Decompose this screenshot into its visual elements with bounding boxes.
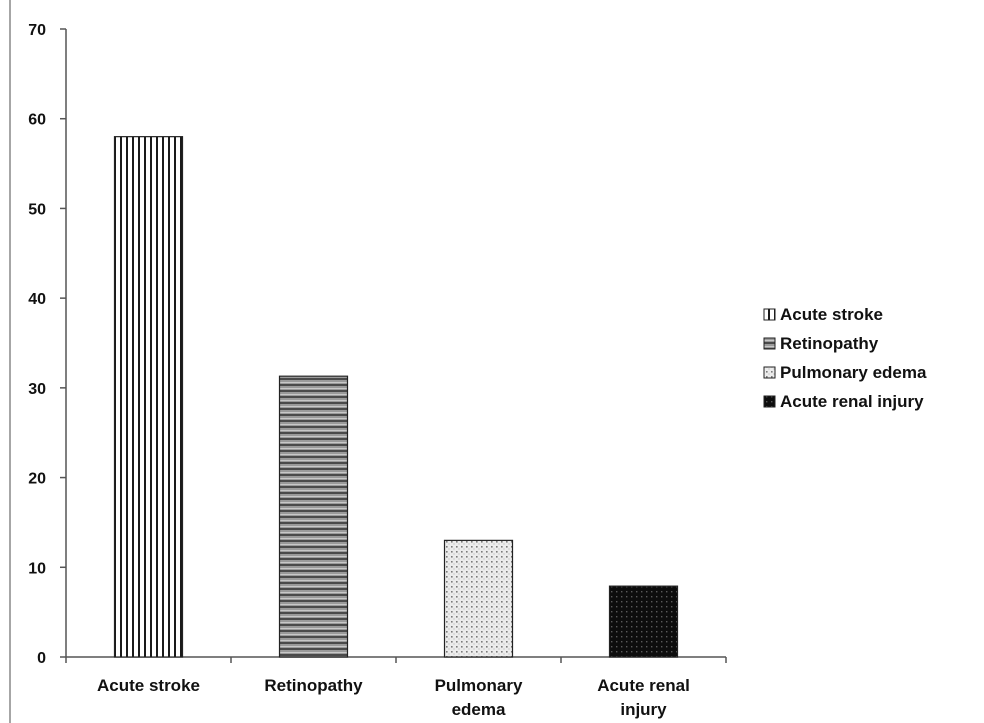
bar-acute-stroke bbox=[113, 136, 184, 658]
legend-swatch bbox=[763, 366, 776, 379]
y-axis: 0 10 20 30 40 50 60 70 bbox=[28, 22, 67, 667]
x-category-label-line: Acute renal bbox=[597, 676, 690, 695]
legend-swatch bbox=[763, 337, 776, 350]
bar-pulmonary-edema bbox=[443, 539, 514, 658]
bar-retinopathy bbox=[278, 375, 349, 658]
legend-swatch bbox=[763, 395, 776, 408]
y-tick-label: 40 bbox=[28, 291, 46, 308]
x-category-label-line: injury bbox=[620, 700, 667, 719]
x-category-label-line: Retinopathy bbox=[264, 676, 363, 695]
x-category-label-line: Acute stroke bbox=[97, 676, 200, 695]
bar-acute-renal-injury bbox=[608, 585, 679, 658]
x-category-label: Pulmonary edema bbox=[435, 676, 523, 719]
legend-label: Pulmonary edema bbox=[780, 363, 927, 382]
y-tick-label: 10 bbox=[28, 560, 46, 577]
x-category-label: Retinopathy bbox=[264, 676, 363, 695]
y-tick-label: 30 bbox=[28, 381, 46, 398]
y-tick-label: 0 bbox=[37, 650, 46, 667]
legend-label: Acute renal injury bbox=[780, 392, 924, 411]
legend-swatch bbox=[763, 308, 776, 321]
x-category-label: Acute renal injury bbox=[597, 676, 690, 719]
y-tick-label: 20 bbox=[28, 471, 46, 488]
y-tick-label: 70 bbox=[28, 22, 46, 39]
x-axis bbox=[65, 656, 727, 663]
y-tick-label: 60 bbox=[28, 112, 46, 129]
bars bbox=[113, 136, 679, 658]
legend-label: Retinopathy bbox=[780, 334, 879, 353]
x-category-label: Acute stroke bbox=[97, 676, 200, 695]
category-labels: Acute stroke Retinopathy Pulmonary edema Acu… bbox=[97, 676, 690, 719]
y-tick-label: 50 bbox=[28, 201, 46, 218]
x-category-label-line: Pulmonary bbox=[435, 676, 523, 695]
legend: Acute stroke Retinopathy Pulmonary edema Ac… bbox=[763, 305, 927, 411]
legend-label: Acute stroke bbox=[780, 305, 883, 324]
x-category-label-line: edema bbox=[452, 700, 506, 719]
